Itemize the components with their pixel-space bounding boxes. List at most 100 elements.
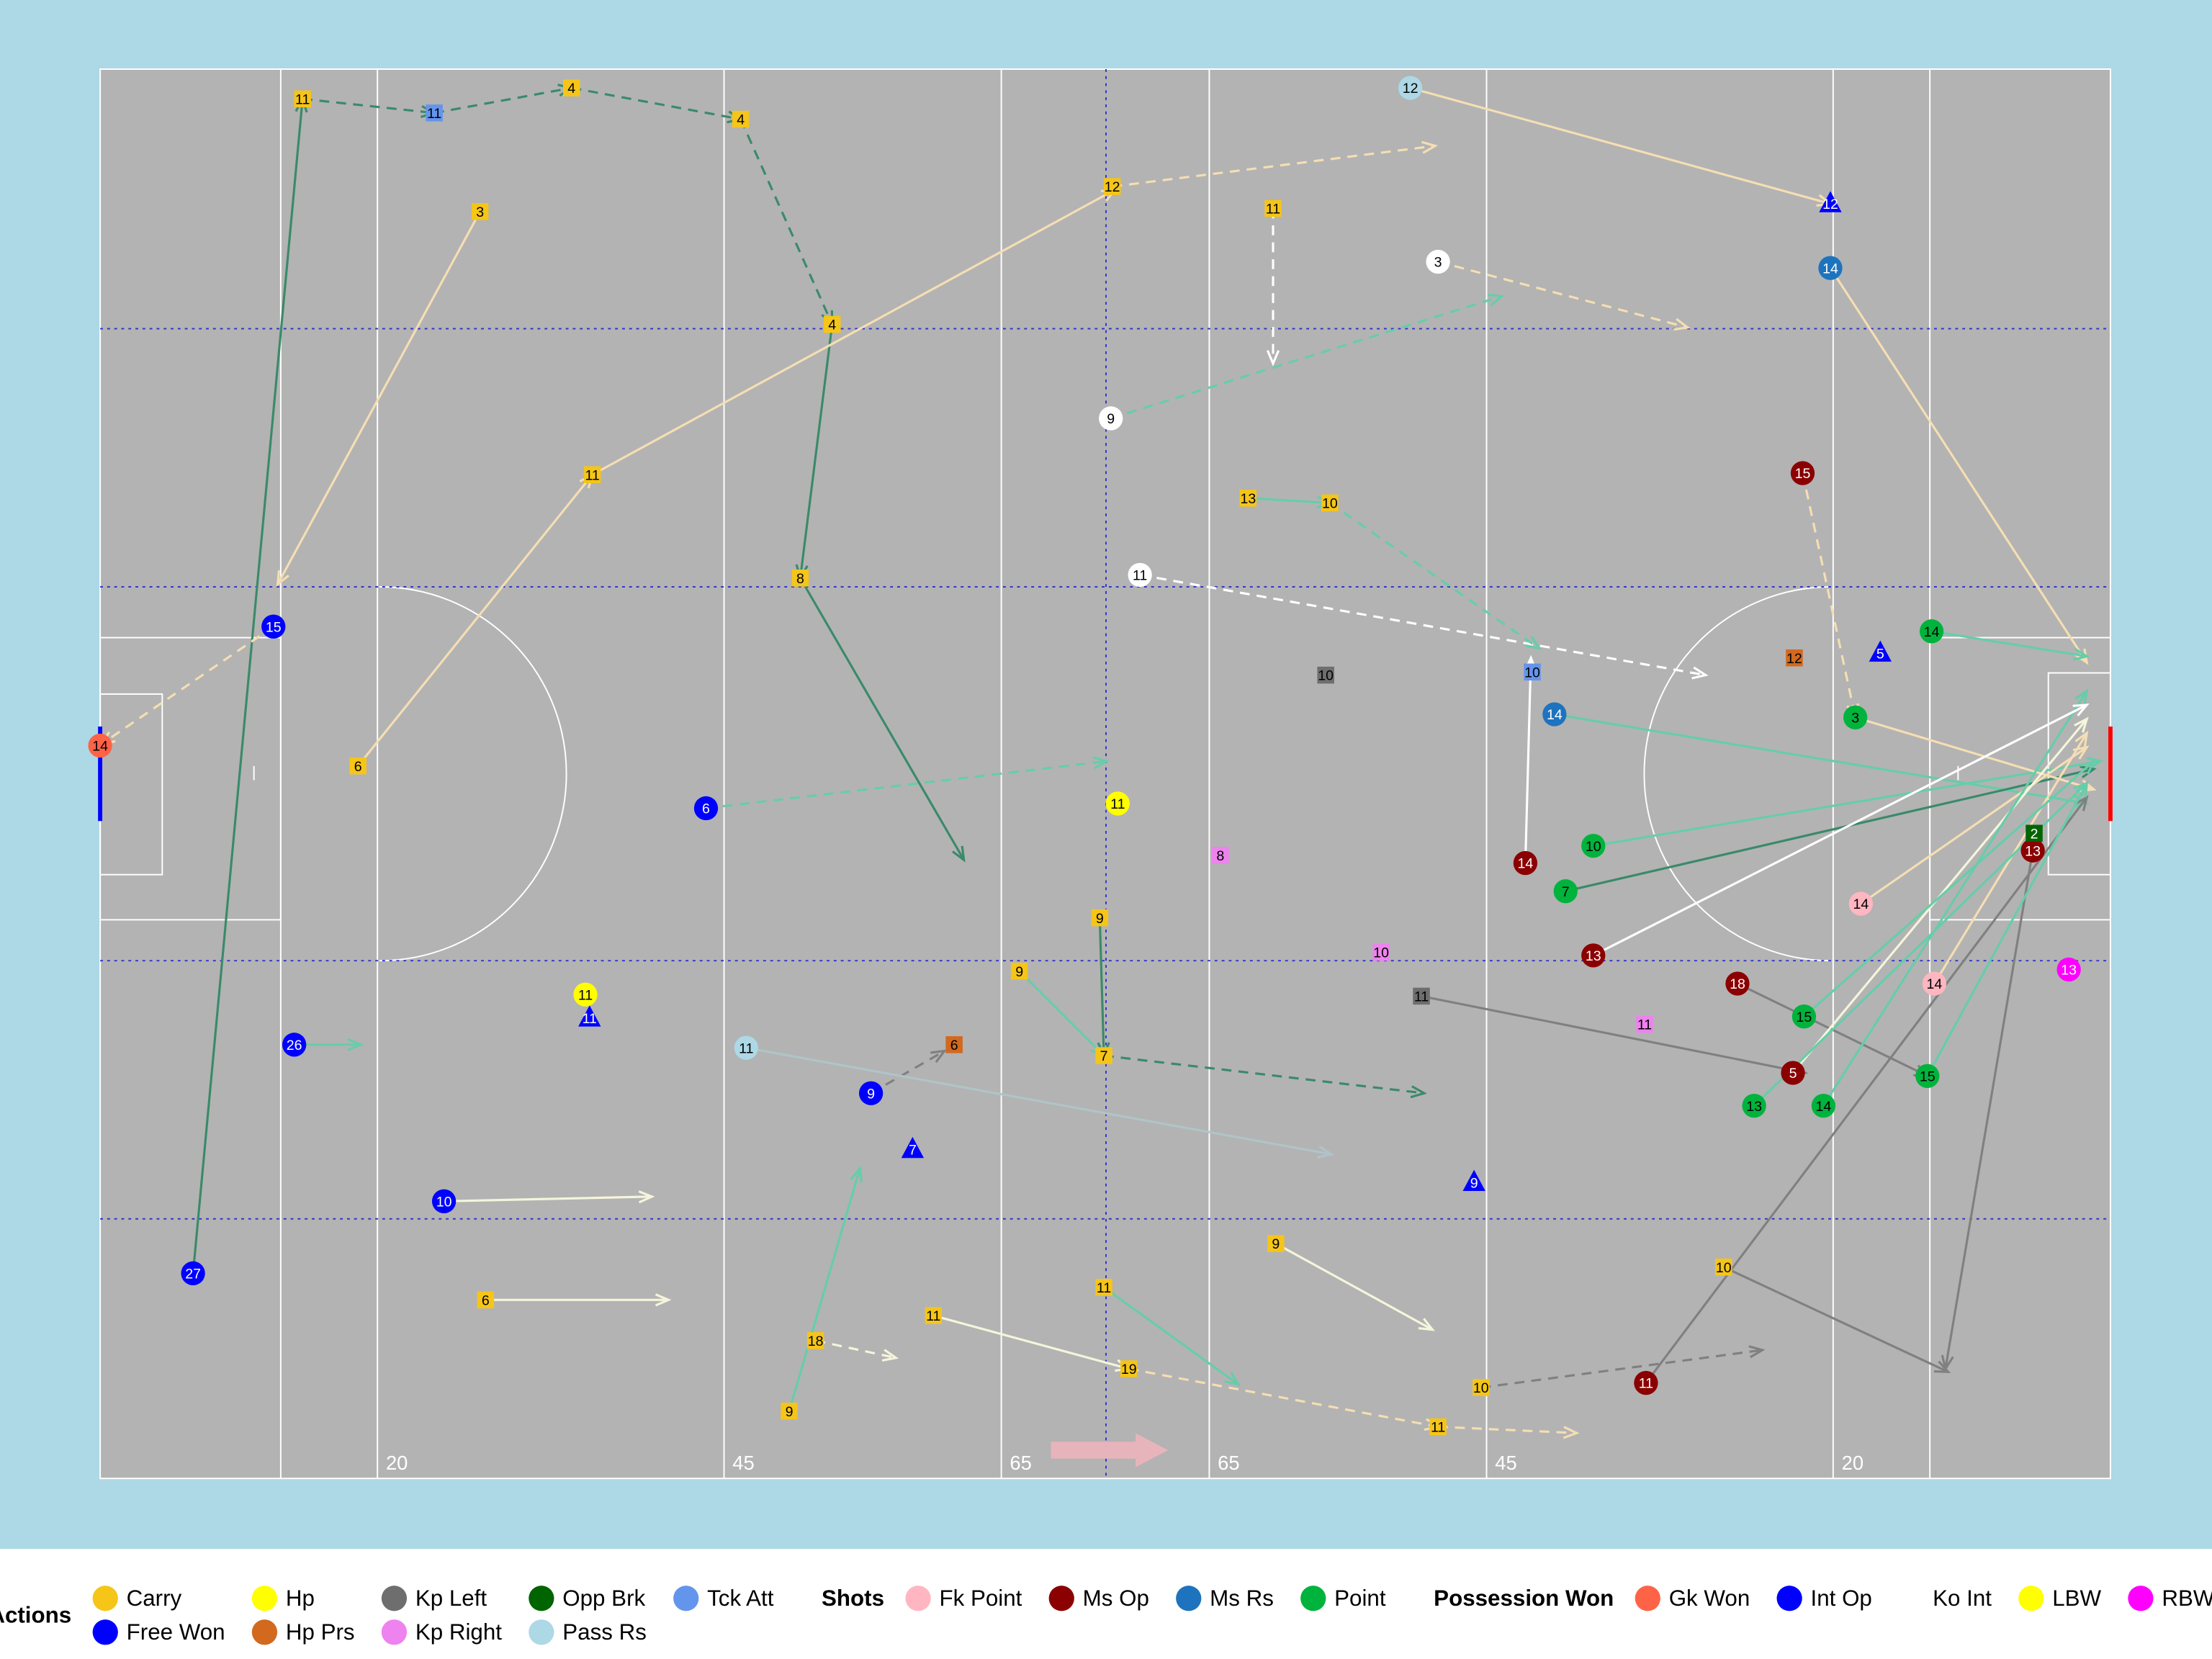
action-line (302, 97, 435, 114)
legend-swatch (1048, 1586, 1074, 1611)
action-line (1822, 690, 2088, 1107)
action-marker (1919, 619, 1944, 644)
action-line (1565, 768, 2095, 893)
action-line (1645, 796, 2088, 1384)
action-marker (945, 1036, 963, 1053)
action-line (815, 1339, 896, 1359)
action-line (1421, 994, 1806, 1074)
action-line (1803, 760, 2095, 1017)
legend-swatch (905, 1586, 931, 1611)
action-label: 8 (1216, 848, 1224, 864)
legend-title: Possession Won (1434, 1586, 1614, 1611)
action-label: 26 (287, 1038, 302, 1053)
action-marker (1212, 846, 1229, 864)
legend-swatch (1899, 1586, 1925, 1611)
action-label: 27 (185, 1266, 201, 1282)
action-label: 9 (867, 1086, 875, 1102)
arrow-head (930, 1049, 948, 1064)
action-label: 14 (1924, 624, 1940, 640)
action-marker (1524, 663, 1541, 681)
action-line (1110, 295, 1503, 420)
action-label: 14 (1815, 1099, 1831, 1115)
action-line (444, 1195, 652, 1202)
arrow-head (1691, 666, 1709, 680)
legend: Actions Carry Free Won Hp Hp Prs Kp Left Kp Ri… (0, 1586, 2212, 1645)
action-line (571, 86, 741, 121)
action-label: 5 (1789, 1066, 1797, 1082)
action-label: 6 (482, 1292, 490, 1308)
action-line (799, 324, 834, 578)
action-marker (823, 315, 841, 333)
action-line (276, 211, 482, 585)
action-marker (732, 110, 750, 128)
action-marker (806, 1332, 824, 1349)
action-line (1437, 260, 1689, 329)
arc (1643, 586, 1832, 962)
action-label: 13 (2025, 843, 2041, 859)
legend-swatch (529, 1619, 554, 1645)
direction-arrow (1051, 1433, 1169, 1467)
action-label: 7 (1562, 884, 1570, 900)
arrow-head (2074, 730, 2089, 747)
action-label: 18 (808, 1334, 824, 1349)
action-label: 9 (1096, 911, 1104, 927)
arrow-head (2074, 716, 2089, 733)
action-label: 11 (583, 1011, 597, 1027)
action-marker (1105, 791, 1130, 816)
arrow-head (1421, 140, 1439, 154)
action-marker (2026, 824, 2043, 842)
arrow-head (638, 1190, 655, 1204)
action-label: 10 (1586, 839, 1601, 855)
legend-label: LBW (2052, 1586, 2101, 1611)
legend-label: Ko Int (1933, 1586, 1992, 1611)
action-label: 5 (1876, 646, 1884, 662)
action-marker (693, 796, 719, 821)
arrow-head (2072, 745, 2090, 760)
action-marker (573, 982, 598, 1007)
action-label: 14 (1518, 856, 1534, 872)
pitch-line-label: 45 (732, 1452, 754, 1474)
action-marker (1725, 971, 1750, 996)
arrow-head (850, 1165, 863, 1183)
action-marker (1581, 943, 1606, 968)
action-label: 15 (1795, 466, 1811, 482)
legend-label: RBW Ov (2162, 1586, 2212, 1611)
action-marker (349, 757, 367, 775)
pitch (99, 68, 2111, 1480)
legend-swatch (529, 1586, 554, 1611)
arrow-head (1525, 636, 1542, 650)
action-label: 10 (1524, 665, 1540, 680)
action-line (1860, 746, 2088, 905)
action-marker (734, 1035, 758, 1060)
legend-swatch (92, 1586, 118, 1611)
action-marker (1095, 1047, 1112, 1064)
arrow-head (1748, 1345, 1766, 1359)
action-label: 4 (828, 318, 836, 333)
arrow-head (2072, 647, 2090, 661)
action-marker (1848, 891, 1874, 916)
legend-label: Ms Rs (1210, 1586, 1274, 1611)
action-label: 11 (585, 467, 599, 483)
action-marker (1843, 705, 1868, 729)
grid-lines (100, 69, 2110, 1479)
action-label: 7 (909, 1143, 917, 1159)
action-line (1829, 267, 2088, 664)
action-marker (1786, 649, 1803, 667)
legend-label: Hp Prs (286, 1619, 355, 1645)
arrow-head (2074, 688, 2089, 705)
action-label: 15 (266, 619, 282, 635)
action-marker (1398, 76, 1423, 100)
action-marker (2056, 957, 2081, 982)
legend-label: Kp Right (415, 1619, 502, 1645)
action-marker (282, 1033, 307, 1057)
action-label: 11 (295, 91, 310, 107)
action-line (1926, 782, 2088, 1077)
action-label: 3 (476, 204, 484, 220)
action-line (1098, 917, 1105, 1056)
legend-label: Free Won (127, 1619, 225, 1645)
action-marker (578, 1005, 601, 1027)
legend-swatch (1635, 1586, 1660, 1611)
action-label: 11 (1639, 1376, 1653, 1392)
action-label: 12 (1105, 179, 1120, 195)
legend-swatch (381, 1586, 408, 1611)
